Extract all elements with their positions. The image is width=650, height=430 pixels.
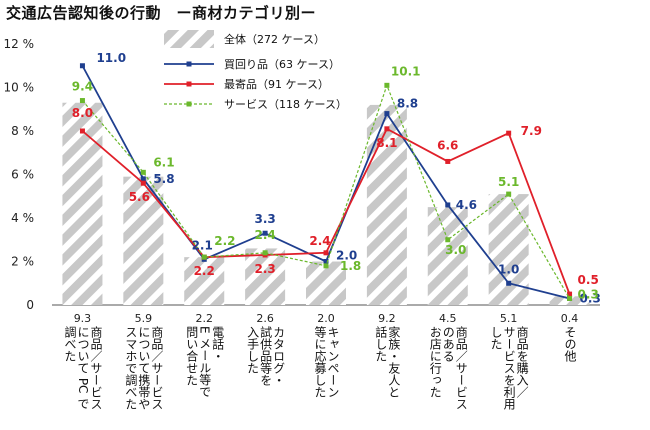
line-kaimawari-data-label: 2.0 bbox=[336, 249, 357, 263]
line-kaimawari-point bbox=[506, 280, 512, 286]
line-service-data-label: 6.1 bbox=[153, 155, 174, 169]
line-kaimawari-data-label: 11.0 bbox=[96, 51, 126, 65]
line-service-data-label: 2.2 bbox=[214, 234, 235, 248]
line-service-data-label: 2.4 bbox=[254, 228, 275, 242]
bar-total bbox=[488, 194, 529, 305]
line-kaimawari-data-label: 2.1 bbox=[192, 238, 213, 252]
category-label: 家族・友人と 話した bbox=[373, 326, 401, 398]
line-service-data-label: 9.4 bbox=[72, 80, 93, 94]
line-service-point bbox=[201, 254, 207, 260]
line-mogori-point bbox=[445, 158, 451, 164]
line-kaimawari-data-label: 1.0 bbox=[498, 262, 519, 276]
line-kaimawari-point bbox=[262, 230, 268, 236]
category-label: 商品／サービス について PC で 調べた bbox=[62, 326, 103, 410]
legend-label-line-mogori: 最寄品（91 ケース） bbox=[224, 77, 329, 91]
line-mogori-data-label: 2.3 bbox=[254, 262, 275, 276]
line-mogori-data-label: 7.9 bbox=[521, 124, 542, 138]
line-service-point bbox=[384, 82, 390, 88]
bar-total bbox=[62, 102, 103, 305]
chart-title: 交通広告認知後の行動 ー商材カテゴリ別ー bbox=[6, 4, 317, 22]
category-label: 電話・ E メール等で 問い合せた bbox=[184, 326, 225, 398]
y-tick-label: 8 % bbox=[11, 124, 34, 138]
line-mogori-data-label: 6.6 bbox=[437, 138, 458, 152]
y-tick-label: 2 % bbox=[11, 255, 34, 269]
line-mogori-data-label: 5.6 bbox=[129, 190, 150, 204]
line-kaimawari-data-label: 8.8 bbox=[397, 97, 418, 111]
line-mogori-point bbox=[506, 130, 512, 136]
line-service-data-label: 1.8 bbox=[340, 259, 361, 273]
legend-label-line-service: サービス（118 ケース） bbox=[224, 98, 347, 111]
line-mogori-data-label: 8.1 bbox=[376, 136, 397, 150]
category-label: 商品を購入／ サービスを利用 した bbox=[489, 326, 530, 410]
legend-swatch-total bbox=[164, 30, 214, 48]
line-service-point bbox=[140, 169, 146, 175]
legend-label-total: 全体（272 ケース） bbox=[224, 32, 325, 46]
line-kaimawari-data-label: 3.3 bbox=[254, 212, 275, 226]
bar-total bbox=[366, 104, 407, 306]
line-service-point bbox=[567, 295, 573, 301]
line-kaimawari-point bbox=[79, 63, 85, 69]
bar-total bbox=[184, 257, 225, 305]
bar-value-label: 2.2 bbox=[195, 312, 213, 325]
y-tick-label: 4 % bbox=[11, 211, 34, 225]
legend-marker-line-kaimawari bbox=[186, 61, 192, 67]
line-service-point bbox=[262, 250, 268, 256]
line-kaimawari-point bbox=[384, 111, 390, 117]
line-service-point bbox=[79, 98, 85, 104]
line-mogori-data-label: 2.2 bbox=[194, 264, 215, 278]
line-kaimawari-point bbox=[445, 202, 451, 208]
bar-value-label: 2.0 bbox=[317, 312, 335, 325]
line-mogori-point bbox=[79, 128, 85, 134]
line-mogori-point bbox=[384, 126, 390, 132]
line-service-point bbox=[445, 237, 451, 243]
bar-value-label: 0.4 bbox=[561, 312, 579, 325]
y-tick-label: 12 % bbox=[4, 37, 35, 51]
line-service-data-label: 5.1 bbox=[498, 175, 519, 189]
legend-marker-line-mogori bbox=[186, 81, 192, 87]
bar-value-label: 9.3 bbox=[74, 312, 92, 325]
bar-total bbox=[306, 261, 346, 305]
bar-value-label: 4.5 bbox=[439, 312, 457, 325]
bar-total bbox=[245, 248, 286, 305]
line-service-data-label: 10.1 bbox=[391, 64, 421, 78]
line-mogori-data-label: 2.4 bbox=[309, 234, 330, 248]
line-service-point bbox=[506, 191, 512, 197]
category-label: その他 bbox=[563, 326, 578, 362]
y-tick-label: 10 % bbox=[4, 81, 35, 95]
line-service-data-label: 0.3 bbox=[578, 287, 599, 301]
legend-marker-line-service bbox=[186, 101, 192, 107]
line-mogori-point bbox=[140, 180, 146, 186]
category-label: 商品／サービス のある お店に行った bbox=[428, 326, 469, 410]
bar-value-label: 5.1 bbox=[500, 312, 518, 325]
bar-value-label: 2.6 bbox=[256, 312, 274, 325]
line-mogori-data-label: 0.5 bbox=[578, 273, 599, 287]
y-tick-label: 6 % bbox=[11, 168, 34, 182]
bar-value-label: 9.2 bbox=[378, 312, 396, 325]
category-label: 商品／サービス について携帯や スマホで調べた bbox=[123, 326, 164, 410]
line-kaimawari-point bbox=[140, 176, 146, 182]
category-label: キャンペーン 等に応募した bbox=[313, 326, 340, 398]
y-tick-label: 0 bbox=[26, 298, 34, 312]
line-service-point bbox=[323, 263, 329, 269]
line-kaimawari-point bbox=[323, 259, 329, 264]
line-mogori-data-label: 8.0 bbox=[72, 106, 93, 120]
line-service-data-label: 3.0 bbox=[445, 243, 466, 257]
bar-value-label: 5.9 bbox=[135, 312, 153, 325]
category-label: カタログ・ 試供品等を 入手した bbox=[245, 326, 286, 386]
line-mogori-point bbox=[567, 291, 573, 297]
line-kaimawari-data-label: 5.8 bbox=[153, 172, 174, 186]
line-mogori-point bbox=[323, 250, 329, 256]
line-kaimawari-data-label: 0.3 bbox=[580, 291, 601, 305]
legend-label-line-kaimawari: 買回り品（63 ケース） bbox=[224, 58, 340, 71]
line-kaimawari-data-label: 4.6 bbox=[456, 198, 477, 212]
